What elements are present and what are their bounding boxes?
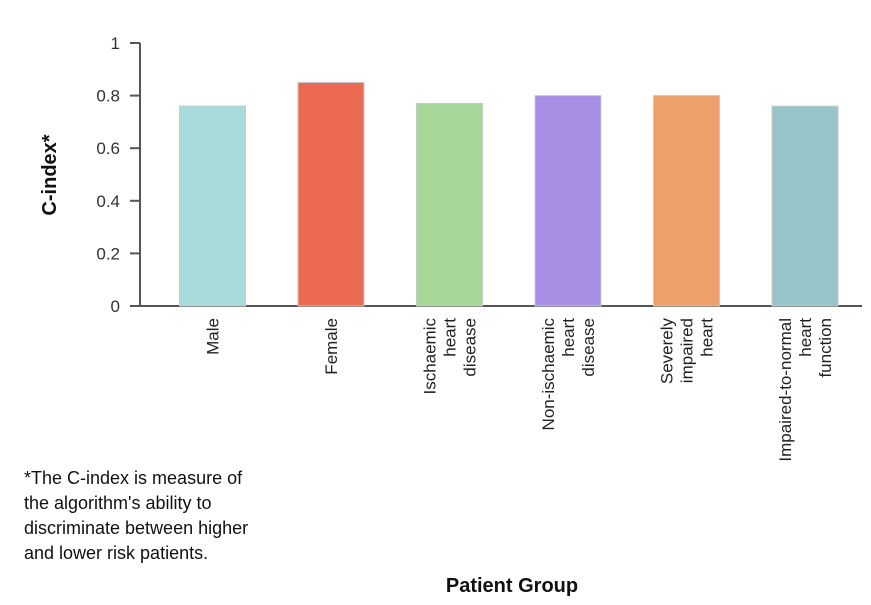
x-tick-label: Impaired-to-normal (776, 318, 795, 462)
y-tick-label: 0.4 (96, 192, 120, 211)
bars (179, 81, 839, 307)
footnote-line: and lower risk patients. (24, 543, 209, 563)
x-tick-label: heart (441, 318, 460, 357)
x-tick-label: Severely (658, 318, 677, 385)
x-axis-label: Patient Group (446, 575, 578, 597)
footnote: *The C-index is measure of the algorithm… (24, 466, 344, 566)
x-tick-label: function (816, 318, 835, 378)
x-tick-label: Ischaemic (421, 318, 440, 395)
y-tick-label: 0.6 (96, 139, 120, 158)
x-tick-label: disease (579, 318, 598, 377)
y-tick-label: 0 (111, 297, 120, 316)
x-tick-label: heart (559, 318, 578, 357)
bar (653, 95, 720, 307)
y-tick-label: 0.2 (96, 244, 120, 263)
bar (534, 95, 602, 307)
bar (297, 81, 365, 307)
y-axis: 0 0.2 0.4 0.6 0.8 1 (96, 34, 862, 316)
bar (771, 105, 839, 307)
x-tick-label: Non-ischaemic (539, 318, 558, 431)
x-tick-label: disease (461, 318, 480, 377)
x-tick-label: impaired (678, 318, 697, 383)
y-tick-label: 1 (111, 34, 120, 53)
x-tick-label: heart (796, 318, 815, 357)
bar (179, 105, 246, 307)
x-tick-label: Male (204, 318, 223, 355)
x-tick-label: heart (698, 318, 717, 357)
x-tick-label: Female (322, 318, 341, 375)
y-axis-label: C-index* (39, 134, 61, 215)
x-axis-categories: Male Female Ischaemic heart disease Non-ischa… (204, 318, 836, 462)
footnote-line: discriminate between higher (24, 518, 249, 538)
bar (416, 102, 483, 307)
footnote-line: the algorithm's ability to (24, 493, 212, 513)
footnote-line: *The C-index is measure of (24, 468, 243, 488)
y-tick-label: 0.8 (96, 87, 120, 106)
